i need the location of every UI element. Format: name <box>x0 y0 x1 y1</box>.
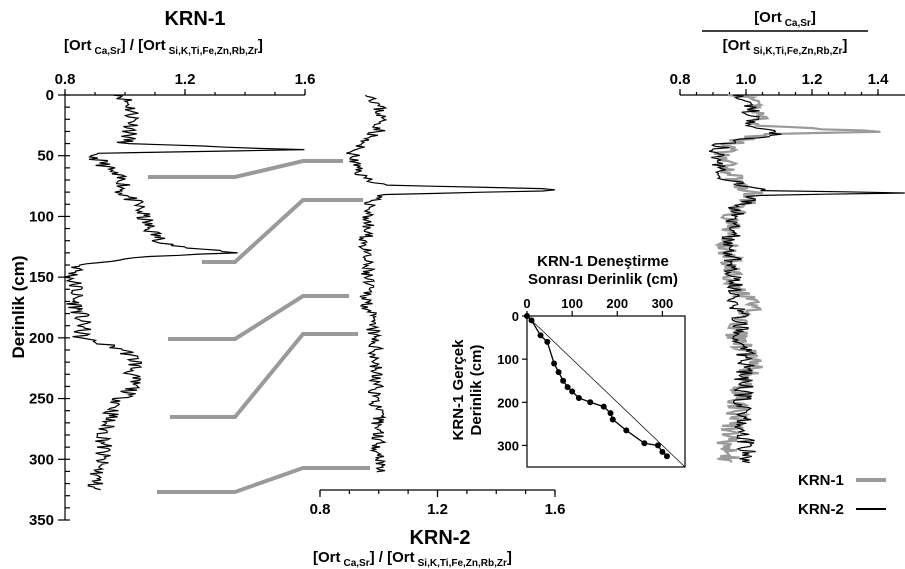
inset-x-tick-label: 300 <box>652 296 674 311</box>
inset-point <box>601 404 607 410</box>
krn1-x-tick-label: 1.6 <box>295 71 316 88</box>
inset-point <box>576 395 582 401</box>
inset-y-tick-label: 100 <box>497 352 519 367</box>
inset-title-line2: Sonrası Derinlik (cm) <box>528 271 678 288</box>
inset-point <box>664 453 670 459</box>
krn2-title: KRN-2 <box>409 527 470 549</box>
legend: KRN-1 KRN-2 <box>798 472 886 518</box>
inset-point <box>565 384 571 390</box>
correlation-connector <box>148 161 343 177</box>
krn2-x-tick-label: 0.8 <box>310 501 331 518</box>
depth-tick-label: 200 <box>29 330 54 347</box>
inset-point <box>641 440 647 446</box>
krn2-x-tick-label: 1.2 <box>427 501 448 518</box>
right-x-tick-label: 0.8 <box>670 71 691 88</box>
legend-krn1-label: KRN-1 <box>798 472 844 489</box>
inset-ylabel-line1: KRN-1 Gerçek <box>450 339 467 441</box>
inset-point <box>524 313 530 319</box>
inset-point <box>556 369 562 375</box>
inset-y-tick-label: 0 <box>512 309 519 324</box>
krn1-x-tick-label: 0.8 <box>55 71 76 88</box>
inset-point <box>623 427 629 433</box>
inset-y-tick-label: 200 <box>497 395 519 410</box>
krn1-title: KRN-1 <box>164 8 225 30</box>
right-x-tick-label: 1.4 <box>868 71 890 88</box>
inset-point <box>544 339 550 345</box>
inset-title-line1: KRN-1 Deneştirme <box>537 253 669 270</box>
legend-krn2-label: KRN-2 <box>798 501 844 518</box>
inset-ylabel-line2: Derinlik (cm) <box>468 345 485 436</box>
inset-point <box>587 399 593 405</box>
inset-point <box>560 378 566 384</box>
correlation-connector <box>157 468 370 492</box>
plot-layer: 0.8 1.2 1.6 0 50 100 150 200 250 300 350 0.8 1.2 1.6 0… <box>29 71 905 529</box>
krn1-xlabel: [Ort Ca,Sr] / [Ort Si,K,Ti,Fe,Zn,Rb,Zr] <box>64 37 263 57</box>
depth-tick-label: 350 <box>29 512 54 529</box>
krn1-x-tick-label: 1.2 <box>175 71 196 88</box>
inset-point <box>610 417 616 423</box>
right-x-tick-label: 1.0 <box>736 71 757 88</box>
krn2-x-tick-label: 1.6 <box>545 501 566 518</box>
correlation-connector <box>170 334 358 417</box>
right-ratio-denominator: [Ort Si,K,Ti,Fe,Zn,Rb,Zr] <box>723 37 848 57</box>
right-x-tick-label: 1.2 <box>802 71 823 88</box>
inset-x-tick-label: 0 <box>523 296 530 311</box>
inset-point <box>538 332 544 338</box>
krn2-xlabel: [Ort Ca,Sr] / [Ort Si,K,Ti,Fe,Zn,Rb,Zr] <box>313 549 512 569</box>
depth-tick-label: 0 <box>46 87 54 104</box>
inset-point <box>608 410 614 416</box>
inset-point <box>551 360 557 366</box>
inset-point <box>529 317 535 323</box>
inset-point <box>655 442 661 448</box>
depth-tick-label: 50 <box>37 148 54 165</box>
inset-point <box>569 389 575 395</box>
right-ratio-numerator: [Ort Ca,Sr] <box>754 9 816 29</box>
depth-tick-label: 150 <box>29 269 54 286</box>
right-krn1-line <box>714 95 880 463</box>
inset-x-tick-label: 200 <box>606 296 628 311</box>
inset-y-tick-label: 300 <box>497 438 519 453</box>
depth-axis-label: Derinlik (cm) <box>9 256 28 359</box>
depth-tick-label: 250 <box>29 391 54 408</box>
inset-point <box>659 449 665 455</box>
depth-tick-label: 300 <box>29 451 54 468</box>
krn1-series-line <box>64 95 305 490</box>
inset-x-tick-label: 100 <box>561 296 583 311</box>
depth-tick-label: 100 <box>29 208 54 225</box>
